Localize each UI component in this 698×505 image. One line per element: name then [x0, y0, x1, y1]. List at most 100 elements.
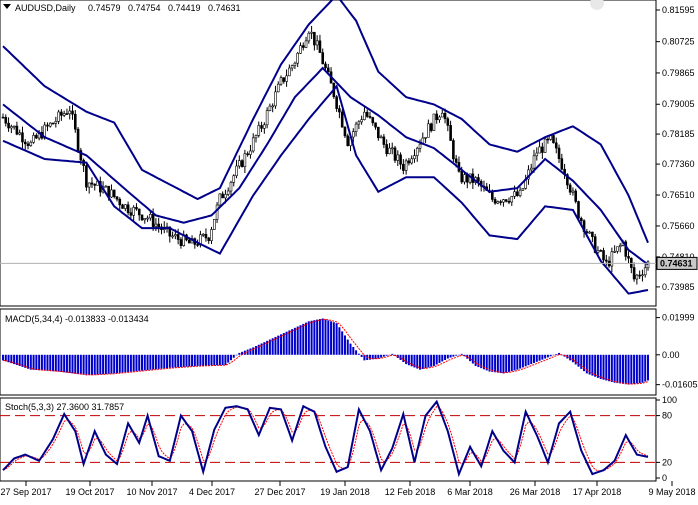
candle-body — [271, 105, 274, 108]
macd-bar — [263, 342, 266, 355]
macd-bar — [179, 354, 182, 368]
macd-bar — [388, 354, 391, 356]
macd-bar — [502, 354, 505, 374]
stochastic-panel-frame — [0, 397, 657, 482]
candle-body — [265, 110, 269, 126]
candle-body — [477, 177, 480, 182]
candle-body — [641, 274, 644, 277]
macd-bar — [410, 354, 413, 367]
candle-body — [463, 174, 466, 183]
candle-body — [257, 125, 261, 136]
macd-bar — [594, 354, 597, 377]
candle-body — [610, 251, 614, 267]
macd-bar — [619, 354, 622, 384]
macd-bar — [357, 353, 360, 355]
macd-bar — [341, 331, 344, 355]
macd-bar — [193, 354, 196, 367]
candle-body — [251, 137, 255, 152]
macd-bar — [218, 354, 221, 366]
macd-bar — [421, 354, 424, 369]
candle-body — [454, 158, 458, 163]
macd-bar — [24, 354, 27, 368]
candle-body — [363, 111, 366, 120]
macd-bar — [129, 354, 132, 372]
macd-bar — [221, 354, 224, 366]
macd-bar — [335, 323, 338, 355]
stochastic-label: Stoch(5,3,3) 27.3600 31.7857 — [5, 402, 124, 412]
macd-bar — [569, 354, 572, 361]
macd-bar — [291, 329, 294, 355]
candle-body — [124, 204, 127, 209]
bollinger-upper-band — [2, 0, 649, 244]
macd-bar — [21, 354, 24, 367]
candle-body — [112, 189, 116, 197]
candle-body — [79, 150, 83, 161]
candle-body — [343, 126, 347, 137]
macd-bar — [485, 354, 488, 371]
candle-body — [415, 147, 419, 156]
candle-body — [174, 234, 177, 237]
candle-body — [210, 229, 213, 241]
price-panel-frame — [0, 0, 657, 307]
macd-bar — [496, 354, 499, 373]
macd-bar — [449, 354, 452, 358]
macd-bar — [488, 354, 491, 372]
candle-body — [543, 138, 547, 153]
candle-body — [196, 244, 199, 246]
candle-body — [4, 116, 8, 124]
candle-body — [318, 40, 322, 53]
macd-bar — [174, 354, 177, 368]
macd-bar — [599, 354, 602, 379]
macd-bar — [541, 354, 544, 360]
price-tick-label: 0.79005 — [662, 99, 695, 109]
collapse-triangle-icon[interactable] — [3, 4, 11, 9]
stochastic-main-line — [2, 399, 649, 478]
macd-bar — [635, 354, 638, 384]
candle-body — [268, 105, 272, 111]
macd-bar — [82, 354, 85, 375]
macd-bar — [196, 354, 199, 366]
candle-body — [385, 144, 388, 155]
macd-bar — [321, 318, 324, 355]
candle-body — [226, 190, 230, 195]
macd-bar — [588, 354, 591, 375]
macd-bar — [368, 354, 371, 360]
candle-body — [604, 259, 608, 262]
candle-body — [215, 204, 219, 220]
macd-bar — [627, 354, 630, 385]
macd-bar — [318, 319, 321, 355]
candle-body — [279, 77, 283, 85]
candle-body — [568, 184, 572, 193]
candle-body — [352, 131, 355, 138]
macd-bar — [18, 354, 21, 366]
macd-bar — [608, 354, 611, 382]
macd-bar — [85, 354, 88, 376]
candle-body — [432, 113, 436, 131]
macd-bar — [135, 354, 138, 372]
macd-bar — [413, 354, 416, 368]
macd-bar — [510, 354, 513, 372]
macd-bar — [438, 354, 441, 363]
candle-body — [221, 193, 224, 199]
macd-bar — [402, 354, 405, 363]
macd-bar — [246, 349, 249, 355]
candle-body — [404, 160, 408, 171]
macd-bar — [427, 354, 430, 368]
candle-body — [224, 194, 227, 199]
candle-body — [204, 233, 208, 239]
macd-bar — [505, 354, 508, 373]
date-tick-label: 19 Oct 2017 — [65, 487, 114, 497]
macd-bar — [88, 354, 91, 376]
macd-bar — [149, 354, 152, 370]
macd-bar — [202, 354, 205, 366]
candle-body — [418, 143, 422, 149]
macd-bar — [533, 354, 536, 363]
macd-bar — [229, 354, 232, 361]
macd-bar — [444, 354, 447, 360]
macd-bar — [299, 325, 302, 355]
date-tick-label: 6 Mar 2018 — [447, 487, 493, 497]
candle-body — [546, 138, 550, 141]
bollinger-lower-band — [2, 84, 649, 295]
bollinger-middle-band — [2, 66, 649, 266]
macd-signal-line — [2, 318, 649, 385]
